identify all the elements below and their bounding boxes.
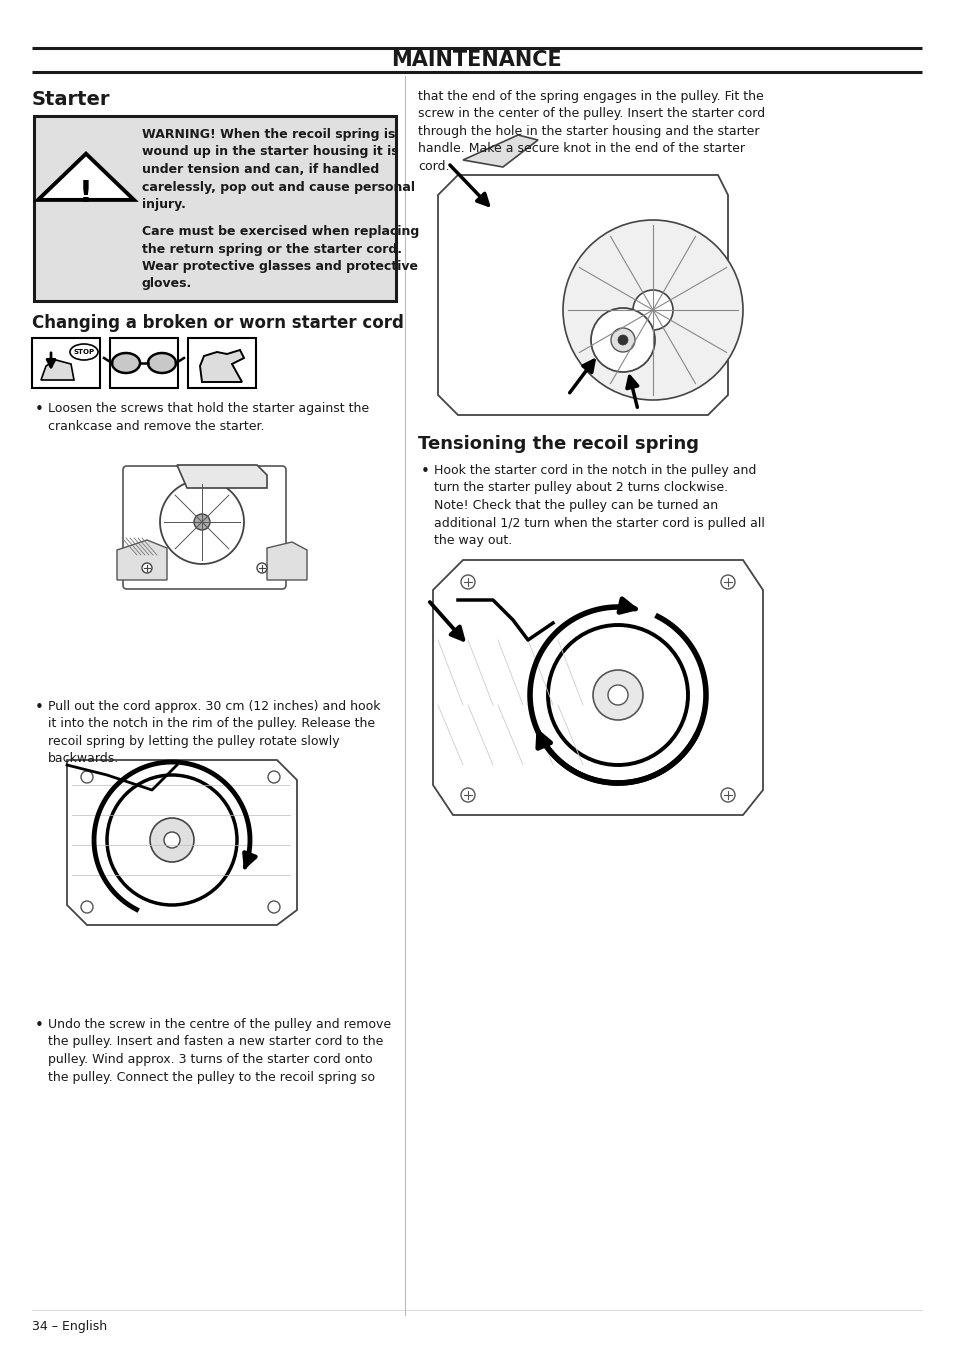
Circle shape bbox=[633, 289, 672, 330]
Circle shape bbox=[720, 788, 734, 802]
Text: STOP: STOP bbox=[73, 349, 94, 356]
Polygon shape bbox=[200, 350, 244, 383]
Circle shape bbox=[460, 575, 475, 589]
Text: Care must be exercised when replacing
the return spring or the starter cord.
Wea: Care must be exercised when replacing th… bbox=[142, 224, 418, 291]
Circle shape bbox=[268, 900, 280, 913]
Polygon shape bbox=[41, 360, 74, 380]
Circle shape bbox=[607, 685, 627, 704]
Text: MAINTENANCE: MAINTENANCE bbox=[392, 50, 561, 70]
Polygon shape bbox=[117, 539, 167, 580]
Circle shape bbox=[164, 831, 180, 848]
Circle shape bbox=[562, 220, 742, 400]
Text: •: • bbox=[35, 402, 44, 416]
Text: 34 – English: 34 – English bbox=[32, 1320, 107, 1333]
Circle shape bbox=[590, 308, 655, 372]
Text: •: • bbox=[420, 464, 430, 479]
Text: Pull out the cord approx. 30 cm (12 inches) and hook
it into the notch in the ri: Pull out the cord approx. 30 cm (12 inch… bbox=[48, 700, 380, 765]
Circle shape bbox=[268, 771, 280, 783]
Circle shape bbox=[610, 329, 635, 352]
Text: Note! Check that the pulley can be turned an
additional 1/2 turn when the starte: Note! Check that the pulley can be turne… bbox=[434, 499, 764, 548]
Circle shape bbox=[142, 562, 152, 573]
Circle shape bbox=[81, 900, 92, 913]
Polygon shape bbox=[462, 135, 537, 168]
Polygon shape bbox=[267, 542, 307, 580]
Polygon shape bbox=[177, 465, 267, 488]
Polygon shape bbox=[437, 174, 727, 415]
Circle shape bbox=[618, 335, 627, 345]
Text: Undo the screw in the centre of the pulley and remove
the pulley. Insert and fas: Undo the screw in the centre of the pull… bbox=[48, 1018, 391, 1083]
Text: WARNING! When the recoil spring is
wound up in the starter housing it is
under t: WARNING! When the recoil spring is wound… bbox=[142, 128, 415, 211]
Ellipse shape bbox=[148, 353, 175, 373]
Text: Tensioning the recoil spring: Tensioning the recoil spring bbox=[417, 435, 699, 453]
Text: Hook the starter cord in the notch in the pulley and
turn the starter pulley abo: Hook the starter cord in the notch in th… bbox=[434, 464, 756, 495]
FancyBboxPatch shape bbox=[123, 466, 286, 589]
Text: •: • bbox=[35, 1018, 44, 1033]
Circle shape bbox=[81, 771, 92, 783]
FancyBboxPatch shape bbox=[34, 116, 395, 301]
FancyBboxPatch shape bbox=[32, 338, 100, 388]
Text: Starter: Starter bbox=[32, 91, 111, 110]
Circle shape bbox=[256, 562, 267, 573]
Text: Changing a broken or worn starter cord: Changing a broken or worn starter cord bbox=[32, 314, 403, 333]
Polygon shape bbox=[433, 560, 762, 815]
Text: •: • bbox=[35, 700, 44, 715]
Text: that the end of the spring engages in the pulley. Fit the
screw in the center of: that the end of the spring engages in th… bbox=[417, 91, 764, 173]
Circle shape bbox=[193, 514, 210, 530]
Circle shape bbox=[593, 671, 642, 721]
Polygon shape bbox=[67, 760, 296, 925]
Circle shape bbox=[460, 788, 475, 802]
Polygon shape bbox=[38, 154, 133, 200]
Text: !: ! bbox=[79, 178, 92, 207]
Circle shape bbox=[720, 575, 734, 589]
Circle shape bbox=[160, 480, 244, 564]
Ellipse shape bbox=[70, 343, 98, 360]
Text: Loosen the screws that hold the starter against the
crankcase and remove the sta: Loosen the screws that hold the starter … bbox=[48, 402, 369, 433]
FancyBboxPatch shape bbox=[188, 338, 255, 388]
Circle shape bbox=[150, 818, 193, 863]
FancyBboxPatch shape bbox=[110, 338, 178, 388]
Ellipse shape bbox=[112, 353, 140, 373]
